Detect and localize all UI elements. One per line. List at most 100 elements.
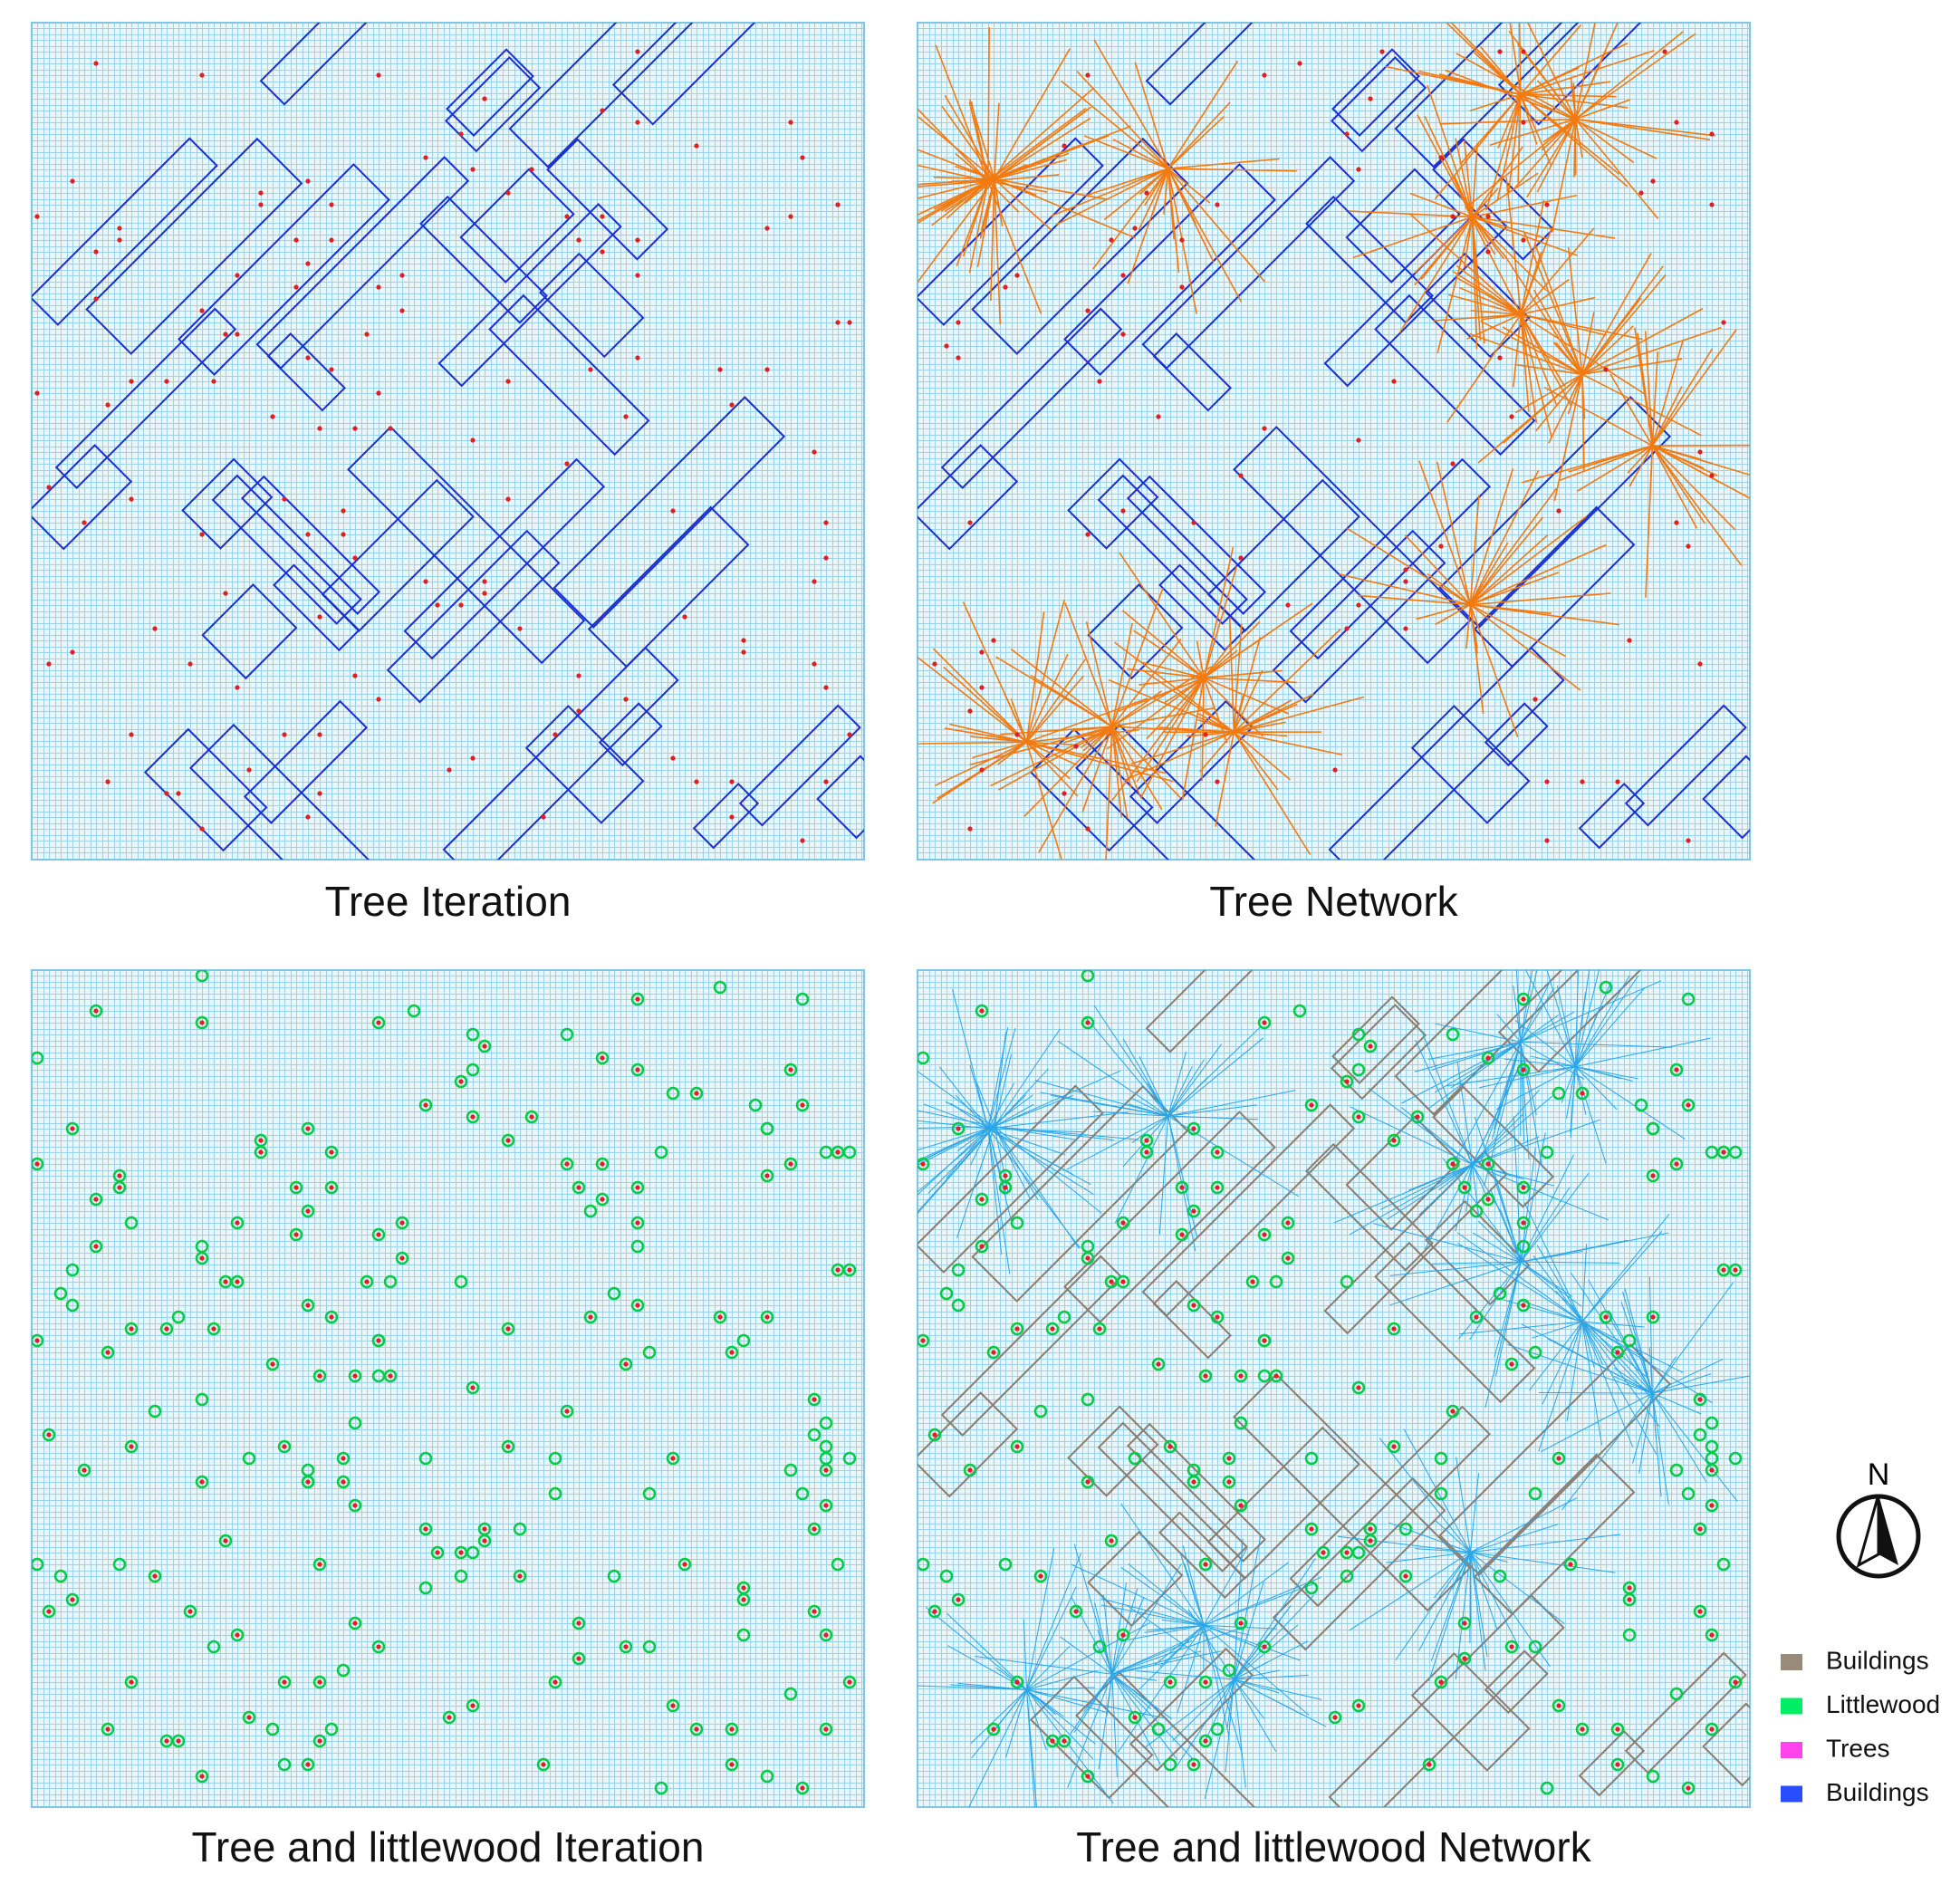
- network-link: [1624, 1288, 1653, 1394]
- littlewood: [289, 1227, 303, 1242]
- tree: [470, 438, 476, 443]
- network-link: [1026, 1688, 1107, 1713]
- network-link: [1203, 677, 1290, 715]
- tree: [1709, 1467, 1715, 1473]
- littlewood: [1187, 1298, 1201, 1313]
- tree: [979, 767, 985, 773]
- tree: [1485, 1161, 1491, 1167]
- tree: [1344, 626, 1350, 631]
- tree: [1674, 1161, 1679, 1167]
- tree: [93, 1008, 99, 1014]
- network-link: [1472, 1164, 1609, 1221]
- network-link: [1469, 604, 1478, 654]
- littlewood: [65, 1263, 80, 1277]
- network-link: [1568, 445, 1653, 473]
- tree: [1109, 237, 1114, 243]
- network-link: [1387, 1164, 1473, 1220]
- littlewood: [1081, 1239, 1095, 1254]
- network-link: [1548, 373, 1583, 444]
- littlewood: [1481, 1157, 1495, 1171]
- tree: [635, 237, 640, 243]
- tree: [352, 1621, 358, 1626]
- tree: [920, 1338, 926, 1343]
- tree: [1085, 72, 1090, 78]
- tree: [376, 1338, 381, 1343]
- tree: [1273, 1373, 1279, 1379]
- littlewood: [148, 1404, 162, 1419]
- building: [32, 444, 133, 551]
- network-link: [1100, 1598, 1205, 1626]
- network-link: [923, 1103, 989, 1130]
- network-link: [1010, 648, 1113, 727]
- network-link: [1111, 726, 1132, 788]
- tree: [282, 732, 287, 737]
- network-link: [1520, 1042, 1530, 1160]
- network-link: [1100, 1604, 1205, 1626]
- littlewood: [1504, 1640, 1519, 1654]
- tree: [800, 838, 805, 843]
- littlewood: [301, 1204, 315, 1218]
- building: [1233, 426, 1472, 665]
- tree: [329, 237, 334, 243]
- network-link: [1504, 1058, 1576, 1068]
- tree: [1485, 1055, 1491, 1061]
- network-link: [1114, 1115, 1169, 1224]
- north-arrow: N: [1836, 1457, 1921, 1579]
- network-link: [1110, 726, 1122, 818]
- tree: [282, 496, 287, 502]
- tree: [600, 1197, 605, 1202]
- network-link: [1025, 599, 1065, 743]
- network-link: [1161, 1619, 1205, 1626]
- network-link: [918, 1128, 989, 1163]
- tree: [93, 1244, 99, 1249]
- network-link: [1456, 264, 1522, 315]
- littlewood: [242, 1451, 256, 1466]
- tree: [505, 1138, 511, 1143]
- littlewood: [1081, 970, 1095, 983]
- network-link: [1415, 1039, 1473, 1165]
- network-link: [1123, 731, 1235, 782]
- tree: [623, 1361, 629, 1367]
- tree: [305, 355, 311, 361]
- tree: [623, 414, 629, 419]
- building: [598, 702, 663, 767]
- tree: [1085, 1020, 1090, 1025]
- tree: [694, 143, 699, 149]
- tree: [423, 1526, 428, 1532]
- tree: [600, 214, 605, 219]
- littlewood: [466, 1380, 480, 1395]
- tree: [835, 1149, 841, 1155]
- network-link: [1522, 1300, 1583, 1322]
- tree: [1097, 1326, 1102, 1332]
- building: [738, 704, 861, 827]
- littlewood: [939, 1569, 954, 1583]
- network-link: [1234, 731, 1343, 756]
- network-link: [934, 178, 995, 210]
- network-link: [1505, 177, 1522, 315]
- tree: [1215, 1185, 1220, 1190]
- network-link: [1456, 277, 1522, 315]
- littlewood: [842, 1675, 857, 1689]
- littlewood: [1257, 1333, 1272, 1348]
- tree: [1203, 1738, 1208, 1744]
- network-link: [1651, 351, 1659, 447]
- littlewood: [89, 1004, 103, 1018]
- tree: [1262, 1644, 1267, 1649]
- littlewood: [324, 1145, 339, 1159]
- network-link: [1228, 617, 1235, 733]
- network-link: [1204, 1624, 1277, 1630]
- tree: [1709, 1632, 1715, 1638]
- tree: [932, 1432, 937, 1438]
- tree: [1215, 1314, 1220, 1320]
- network-link: [1459, 286, 1522, 315]
- littlewood: [619, 1357, 633, 1371]
- network-link: [1581, 1321, 1660, 1428]
- tree: [729, 1762, 735, 1767]
- network-link: [1234, 1678, 1304, 1717]
- littlewood: [1516, 1298, 1531, 1313]
- tree: [741, 1585, 746, 1591]
- tree: [129, 1679, 134, 1685]
- network-link: [1472, 1164, 1523, 1180]
- littlewood: [595, 1157, 610, 1171]
- littlewood: [689, 1086, 704, 1101]
